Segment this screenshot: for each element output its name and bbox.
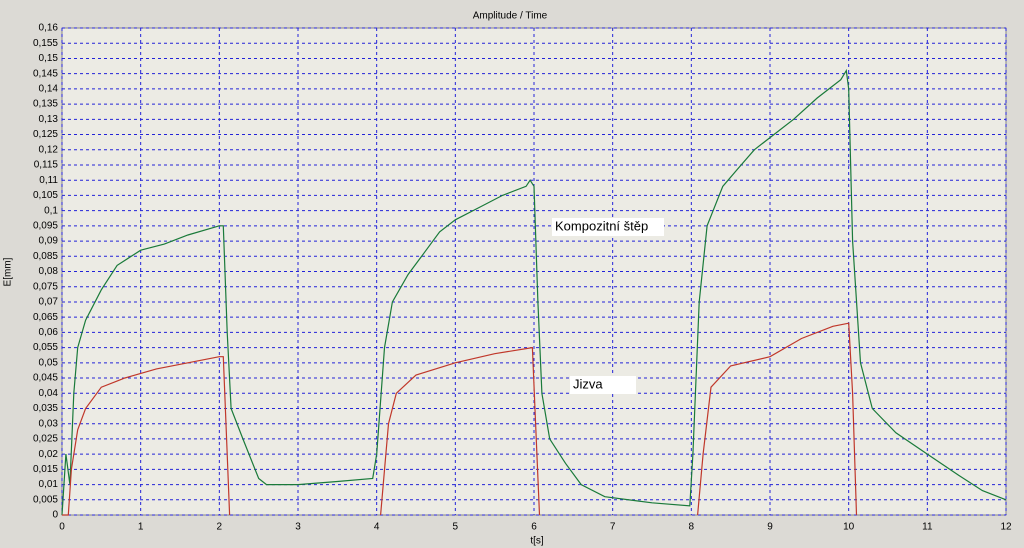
y-tick-label: 0,07 (39, 297, 59, 308)
y-tick-label: 0,155 (33, 38, 58, 49)
y-tick-label: 0 (52, 510, 58, 521)
y-tick-label: 0,085 (33, 251, 58, 262)
x-tick-label: 12 (1000, 522, 1012, 533)
y-tick-label: 0,065 (33, 312, 58, 323)
y-tick-label: 0,125 (33, 129, 58, 140)
y-axis-label: E[mm] (3, 257, 14, 286)
x-tick-label: 3 (295, 522, 301, 533)
x-tick-label: 5 (453, 522, 459, 533)
x-tick-label: 1 (138, 522, 144, 533)
y-tick-label: 0,12 (39, 144, 59, 155)
y-tick-label: 0,13 (39, 114, 59, 125)
x-tick-label: 9 (767, 522, 773, 533)
x-axis-label: t[s] (530, 536, 544, 547)
y-tick-label: 0,03 (39, 418, 59, 429)
y-tick-label: 0,075 (33, 281, 58, 292)
x-tick-label: 11 (922, 522, 933, 533)
annotation-box (552, 218, 664, 236)
y-tick-label: 0,05 (39, 357, 59, 368)
y-tick-label: 0,02 (39, 449, 59, 460)
y-tick-label: 0,04 (39, 388, 59, 399)
y-tick-label: 0,06 (39, 327, 59, 338)
annotation: Jizva (573, 376, 603, 391)
y-tick-label: 0,025 (33, 434, 58, 445)
x-tick-label: 0 (59, 522, 65, 533)
chart-title: Amplitude / Time (473, 11, 548, 22)
x-tick-label: 6 (531, 522, 537, 533)
y-tick-label: 0,15 (39, 53, 59, 64)
x-tick-label: 4 (374, 522, 380, 533)
y-tick-label: 0,14 (39, 84, 59, 95)
y-tick-label: 0,09 (39, 236, 59, 247)
y-tick-label: 0,11 (39, 175, 58, 186)
y-tick-label: 0,1 (44, 205, 58, 216)
x-tick-label: 8 (689, 522, 695, 533)
x-tick-label: 2 (217, 522, 223, 533)
series-line (61, 68, 1007, 516)
series-line (62, 322, 858, 516)
y-tick-label: 0,035 (33, 403, 58, 414)
y-tick-label: 0,115 (34, 160, 59, 171)
y-tick-label: 0,135 (33, 99, 58, 110)
y-tick-label: 0,005 (33, 494, 58, 505)
y-tick-label: 0,16 (39, 23, 59, 34)
y-tick-label: 0,095 (33, 220, 58, 231)
annotation: Kompozitní štěp (555, 218, 648, 233)
x-tick-label: 10 (843, 522, 855, 533)
y-tick-label: 0,01 (39, 479, 59, 490)
y-tick-label: 0,08 (39, 266, 59, 277)
x-tick-label: 7 (610, 522, 616, 533)
y-tick-label: 0,045 (33, 373, 58, 384)
y-tick-label: 0,055 (33, 342, 58, 353)
y-tick-label: 0,145 (33, 68, 58, 79)
y-tick-label: 0,105 (33, 190, 58, 201)
annotation-box (570, 376, 636, 394)
y-tick-label: 0,015 (33, 464, 58, 475)
